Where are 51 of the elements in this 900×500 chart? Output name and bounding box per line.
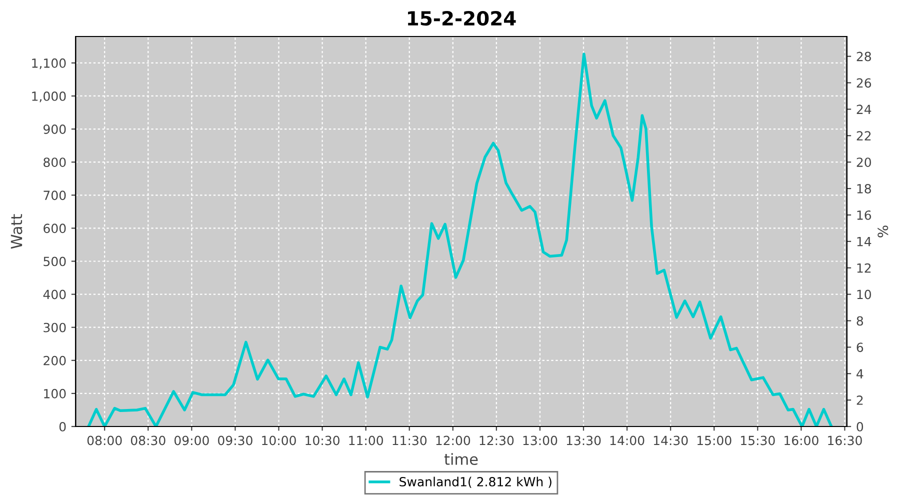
y2-tick-label: 26 bbox=[856, 78, 872, 88]
y-tick-label: 500 bbox=[44, 256, 66, 266]
y-tick-label: 1,000 bbox=[32, 91, 66, 102]
x-tick-label: 08:00 bbox=[87, 436, 122, 446]
y2-tick-label: 16 bbox=[857, 210, 872, 220]
y-tick-label: 100 bbox=[44, 388, 66, 398]
y-tick-label: 400 bbox=[43, 290, 66, 300]
y2-tick-label: 22 bbox=[856, 131, 871, 140]
y2-axis-title: % bbox=[878, 226, 888, 238]
legend-label: Swanland1( 2.812 kWh ) bbox=[400, 476, 552, 488]
y2-tick-label: 10 bbox=[857, 290, 872, 300]
x-tick-label: 11:30 bbox=[392, 436, 427, 446]
y-tick-label: 800 bbox=[44, 158, 66, 168]
x-axis-title: time bbox=[444, 453, 478, 466]
y-tick-label: 700 bbox=[44, 190, 66, 200]
x-tick-label: 08:30 bbox=[130, 436, 166, 446]
x-tick-label: 13:00 bbox=[523, 436, 558, 446]
y2-tick-label: 20 bbox=[856, 158, 872, 168]
x-tick-label: 09:00 bbox=[174, 436, 209, 446]
x-tick-label: 15:30 bbox=[741, 436, 775, 446]
y2-tick-label: 24 bbox=[856, 104, 872, 114]
y2-tick-label: 14 bbox=[857, 237, 872, 246]
x-tick-label: 15:00 bbox=[697, 436, 732, 446]
x-tick-label: 13:30 bbox=[566, 436, 601, 446]
y-tick-label: 200 bbox=[44, 356, 66, 366]
x-tick-label: 12:00 bbox=[436, 436, 470, 446]
y2-tick-label: 12 bbox=[857, 263, 871, 273]
y2-tick-label: 0 bbox=[856, 422, 864, 432]
chart-title: 15-2-2024 bbox=[408, 10, 516, 26]
x-tick-label: 14:00 bbox=[610, 436, 644, 446]
x-tick-label: 12:30 bbox=[480, 436, 514, 446]
y2-tick-label: 18 bbox=[857, 184, 871, 194]
y2-tick-label: 4 bbox=[856, 369, 864, 378]
line-series bbox=[87, 52, 833, 426]
y-axis-title: Watt bbox=[10, 214, 22, 249]
x-tick-label: 16:30 bbox=[828, 436, 862, 446]
x-tick-label: 10:30 bbox=[306, 436, 340, 446]
x-tick-label: 09:30 bbox=[218, 436, 252, 446]
x-tick-label: 16:00 bbox=[784, 436, 818, 446]
x-tick-label: 11:00 bbox=[349, 436, 383, 446]
x-tick-label: 10:00 bbox=[262, 436, 296, 446]
y-tick-label: 300 bbox=[44, 322, 66, 332]
x-tick-label: 14:30 bbox=[654, 436, 688, 446]
y2-tick-label: 8 bbox=[856, 316, 864, 326]
y2-tick-label: 28 bbox=[856, 52, 871, 62]
y-tick-label: 600 bbox=[44, 224, 66, 234]
y-tick-label: 1,100 bbox=[32, 58, 66, 70]
y-tick-label: 0 bbox=[59, 422, 66, 432]
y2-tick-label: 6 bbox=[856, 342, 864, 352]
y-tick-label: 900 bbox=[44, 124, 66, 134]
y2-tick-label: 2 bbox=[856, 396, 863, 405]
